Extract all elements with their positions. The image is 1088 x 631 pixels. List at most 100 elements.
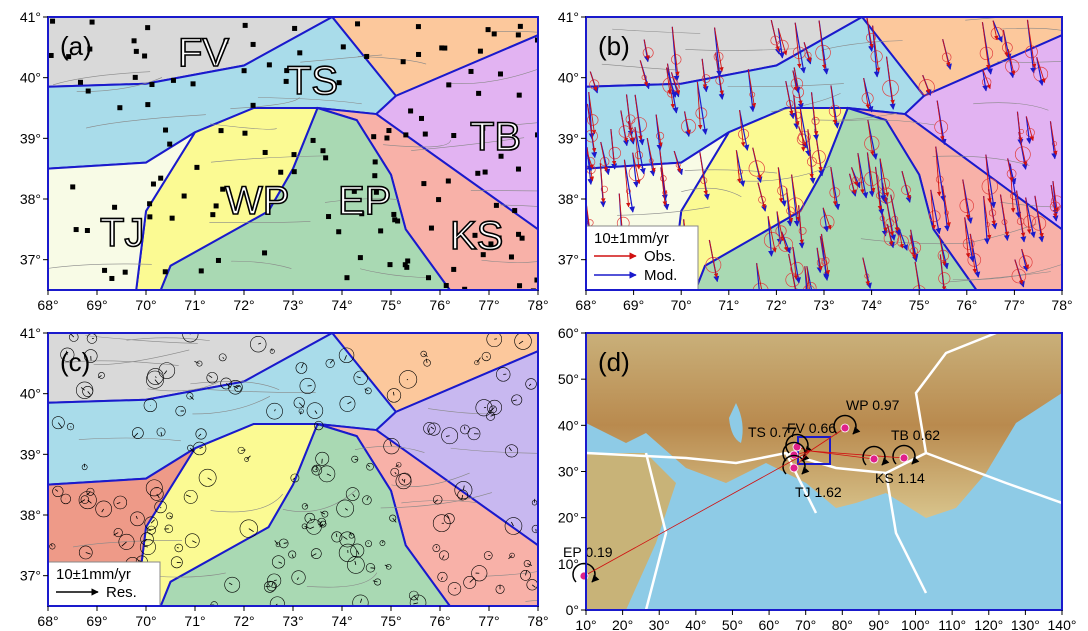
gps-station bbox=[147, 214, 152, 219]
gps-station bbox=[267, 62, 272, 67]
y-tick-label: 40° bbox=[558, 417, 579, 433]
legend: 10±1mm/yrRes. bbox=[48, 562, 160, 606]
gps-station bbox=[451, 133, 456, 138]
gps-station bbox=[446, 179, 451, 184]
gps-station bbox=[429, 226, 434, 231]
gps-station bbox=[372, 173, 377, 178]
gps-station bbox=[292, 169, 297, 174]
gps-station bbox=[512, 208, 517, 213]
x-tick-label: 75° bbox=[380, 613, 401, 629]
gps-station bbox=[486, 27, 491, 32]
x-tick-label: 75° bbox=[380, 297, 401, 313]
region-label: WP bbox=[225, 179, 289, 223]
gps-station bbox=[323, 155, 328, 160]
gps-station bbox=[416, 52, 421, 57]
legend-scale: 10±1mm/yr bbox=[594, 230, 669, 247]
x-tick-label: 69° bbox=[86, 297, 107, 313]
gps-station bbox=[163, 128, 168, 133]
x-tick-label: 78° bbox=[527, 297, 548, 313]
legend-scale: 10±1mm/yr bbox=[56, 566, 131, 583]
region-label: TJ bbox=[100, 211, 144, 255]
gps-station bbox=[517, 283, 522, 288]
y-tick-label: 37° bbox=[20, 252, 41, 268]
gps-station bbox=[297, 50, 302, 55]
gps-station bbox=[416, 24, 421, 29]
x-tick-label: 68° bbox=[575, 297, 596, 313]
x-tick-label: 80° bbox=[832, 617, 853, 631]
y-tick-label: 39° bbox=[20, 130, 41, 146]
x-tick-label: 77° bbox=[478, 297, 499, 313]
gps-station bbox=[451, 267, 456, 272]
gps-station bbox=[423, 132, 428, 137]
gps-station bbox=[163, 269, 168, 274]
y-tick-label: 0° bbox=[566, 602, 579, 618]
gps-station bbox=[509, 254, 514, 259]
gps-station bbox=[216, 258, 221, 263]
gps-station bbox=[494, 203, 499, 208]
gps-station bbox=[117, 105, 122, 110]
x-tick-label: 70° bbox=[671, 297, 692, 313]
y-tick-label: 37° bbox=[20, 568, 41, 584]
region-label: TS bbox=[287, 59, 338, 103]
gps-station bbox=[476, 91, 481, 96]
panel-label: (b) bbox=[598, 31, 630, 61]
gps-station bbox=[171, 78, 176, 83]
x-tick-label: 77° bbox=[1004, 297, 1025, 313]
gps-station bbox=[516, 232, 521, 237]
legend-item: Mod. bbox=[644, 267, 677, 284]
gps-station bbox=[518, 24, 523, 29]
gps-station bbox=[408, 108, 413, 113]
residual-vector bbox=[70, 427, 71, 428]
gps-station bbox=[320, 148, 325, 153]
gps-station bbox=[191, 81, 196, 86]
gps-station bbox=[251, 42, 256, 47]
gps-station bbox=[70, 184, 75, 189]
gps-station bbox=[132, 38, 137, 43]
gps-station bbox=[483, 170, 488, 175]
gps-station bbox=[167, 142, 172, 147]
x-tick-label: 50° bbox=[722, 617, 743, 631]
x-tick-label: 77° bbox=[478, 613, 499, 629]
gps-station bbox=[243, 23, 248, 28]
gps-station bbox=[49, 53, 54, 58]
gps-station bbox=[214, 203, 219, 208]
panel: 10±1mm/yrObs.Mod.(b)68°69°70°71°72°73°74… bbox=[558, 9, 1088, 313]
y-tick-label: 39° bbox=[558, 130, 579, 146]
x-tick-label: 70° bbox=[135, 613, 156, 629]
x-tick-label: 70° bbox=[135, 297, 156, 313]
y-tick-label: 38° bbox=[20, 507, 41, 523]
residual-vector bbox=[436, 546, 437, 548]
gps-station bbox=[86, 89, 91, 94]
gps-station bbox=[498, 71, 503, 76]
gps-station bbox=[364, 54, 369, 59]
gps-station bbox=[336, 229, 341, 234]
gps-station bbox=[134, 49, 139, 54]
x-tick-label: 110° bbox=[938, 617, 966, 631]
gps-station bbox=[403, 132, 408, 137]
gps-station bbox=[516, 167, 521, 172]
legend-item: Obs. bbox=[644, 248, 676, 265]
gps-station bbox=[326, 214, 331, 219]
x-tick-label: 71° bbox=[718, 297, 739, 313]
x-tick-label: 74° bbox=[331, 297, 352, 313]
gps-station bbox=[147, 201, 152, 206]
x-tick-label: 71° bbox=[184, 297, 205, 313]
gps-station bbox=[405, 258, 410, 263]
x-tick-label: 90° bbox=[868, 617, 889, 631]
gps-station bbox=[492, 31, 497, 36]
x-tick-label: 140° bbox=[1048, 617, 1077, 631]
gps-station bbox=[384, 135, 389, 140]
gps-station bbox=[311, 138, 316, 143]
euler-pole bbox=[870, 455, 878, 463]
panel: 10±1mm/yrRes.(c)68°69°70°71°72°73°74°75°… bbox=[20, 325, 644, 629]
pole-label: TS 0.77 bbox=[748, 424, 797, 440]
gps-station bbox=[386, 128, 391, 133]
gps-station bbox=[78, 80, 83, 85]
x-tick-label: 69° bbox=[86, 613, 107, 629]
y-tick-label: 41° bbox=[20, 325, 41, 341]
x-tick-label: 68° bbox=[37, 297, 58, 313]
gps-station bbox=[85, 228, 90, 233]
gps-station bbox=[145, 25, 150, 30]
region-label: TB bbox=[470, 115, 521, 159]
x-tick-label: 100° bbox=[901, 617, 930, 631]
